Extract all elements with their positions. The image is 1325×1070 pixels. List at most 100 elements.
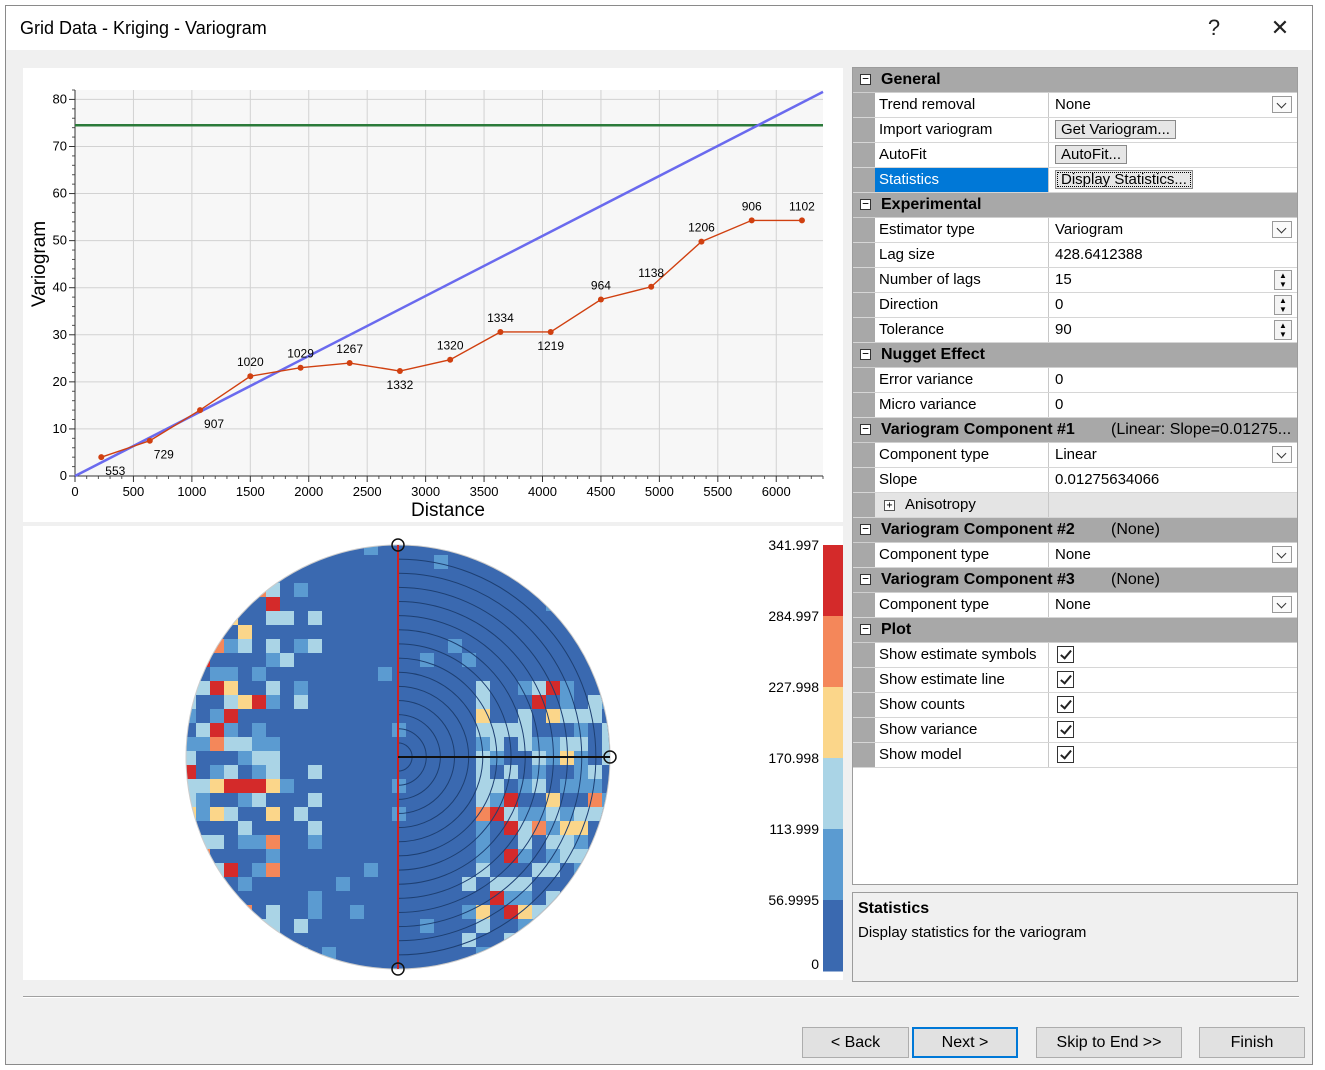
map-cell <box>392 723 407 738</box>
colorbar-label: 341.997 <box>768 537 819 553</box>
spinner-icon[interactable]: ▲ ▼ <box>1274 320 1292 340</box>
map-cell <box>518 933 533 948</box>
expand-icon[interactable]: + <box>884 500 895 511</box>
prop-show-counts[interactable]: Show counts <box>853 693 1297 718</box>
chevron-down-icon[interactable] <box>1272 546 1292 563</box>
prop-anisotropy[interactable]: + Anisotropy <box>853 493 1297 518</box>
collapse-icon[interactable]: − <box>860 623 871 635</box>
next-button[interactable]: Next > <box>912 1027 1018 1058</box>
category-nugget-effect[interactable]: − Nugget Effect <box>853 343 1297 368</box>
map-cell <box>252 667 267 682</box>
map-cell <box>322 555 337 570</box>
estimate-point <box>396 368 403 375</box>
prop-number-of-lags[interactable]: Number of lags 15 ▲ ▼ <box>853 268 1297 293</box>
prop-show-model[interactable]: Show model <box>853 743 1297 768</box>
estimator-type-select[interactable]: Variogram <box>1050 218 1296 242</box>
map-cell <box>406 863 421 878</box>
map-cell <box>560 625 575 640</box>
count-label: 1029 <box>287 347 314 361</box>
prop-error-variance[interactable]: Error variance 0 <box>853 368 1297 393</box>
map-cell <box>322 667 337 682</box>
finish-button[interactable]: Finish <box>1199 1027 1305 1058</box>
trend-removal-select[interactable]: None <box>1050 93 1296 117</box>
map-cell <box>364 835 379 850</box>
prop-statistics[interactable]: Statistics Display Statistics... <box>853 168 1297 193</box>
prop-show-estimate-symbols[interactable]: Show estimate symbols <box>853 643 1297 668</box>
show-model-checkbox[interactable] <box>1057 746 1074 763</box>
collapse-icon[interactable]: − <box>860 73 871 85</box>
collapse-icon[interactable]: − <box>860 198 871 210</box>
map-cell <box>476 681 491 696</box>
category-component-2[interactable]: − Variogram Component #2 (None) <box>853 518 1297 543</box>
map-cell <box>462 779 477 794</box>
chevron-down-icon[interactable] <box>1272 596 1292 613</box>
prop-tolerance[interactable]: Tolerance 90 ▲ ▼ <box>853 318 1297 343</box>
spinner-icon[interactable]: ▲ ▼ <box>1274 295 1292 315</box>
category-plot[interactable]: − Plot <box>853 618 1297 643</box>
count-label: 1219 <box>537 339 564 353</box>
map-cell <box>392 765 407 780</box>
prop-slope[interactable]: Slope 0.01275634066 <box>853 468 1297 493</box>
collapse-icon[interactable]: − <box>860 423 871 435</box>
prop-component3-type[interactable]: Component type None <box>853 593 1297 618</box>
collapse-icon[interactable]: − <box>860 573 871 585</box>
prop-autofit[interactable]: AutoFit AutoFit... <box>853 143 1297 168</box>
prop-direction[interactable]: Direction 0 ▲ ▼ <box>853 293 1297 318</box>
micro-variance-field[interactable]: 0 <box>1055 396 1064 413</box>
map-cell <box>532 779 547 794</box>
prop-estimator-type[interactable]: Estimator type Variogram <box>853 218 1297 243</box>
spinner-icon[interactable]: ▲ ▼ <box>1274 270 1292 290</box>
chevron-down-icon[interactable] <box>1272 446 1292 463</box>
show-variance-checkbox[interactable] <box>1057 721 1074 738</box>
chevron-down-icon[interactable] <box>1272 96 1292 113</box>
map-cell <box>378 569 393 584</box>
tolerance-field[interactable]: 90 ▲ ▼ <box>1050 318 1296 342</box>
get-variogram-button[interactable]: Get Variogram... <box>1055 120 1176 139</box>
map-cell <box>518 737 533 752</box>
display-statistics-button[interactable]: Display Statistics... <box>1055 170 1193 189</box>
axis-handle-right[interactable] <box>603 750 617 764</box>
show-estimate-symbols-checkbox[interactable] <box>1057 646 1074 663</box>
close-button[interactable]: ✕ <box>1270 15 1290 40</box>
prop-micro-variance[interactable]: Micro variance 0 <box>853 393 1297 418</box>
back-button[interactable]: < Back <box>802 1027 909 1058</box>
map-cell <box>280 793 295 808</box>
chevron-down-icon[interactable] <box>1272 221 1292 238</box>
help-button[interactable]: ? <box>1207 15 1221 40</box>
map-cell <box>420 835 435 850</box>
map-cell <box>252 751 267 766</box>
category-component-3[interactable]: − Variogram Component #3 (None) <box>853 568 1297 593</box>
autofit-button[interactable]: AutoFit... <box>1055 145 1128 164</box>
variogram-map[interactable]: 341.997 284.997 227.998 170.998 113.999 56.99… <box>23 526 843 980</box>
map-cell <box>476 807 491 822</box>
collapse-icon[interactable]: − <box>860 523 871 535</box>
direction-field[interactable]: 0 ▲ ▼ <box>1050 293 1296 317</box>
category-experimental[interactable]: − Experimental <box>853 193 1297 218</box>
map-cell <box>518 695 533 710</box>
prop-lag-size[interactable]: Lag size 428.6412388 <box>853 243 1297 268</box>
collapse-icon[interactable]: − <box>860 348 871 360</box>
prop-trend-removal[interactable]: Trend removal None <box>853 93 1297 118</box>
skip-to-end-button[interactable]: Skip to End >> <box>1036 1027 1182 1058</box>
lag-size-field[interactable]: 428.6412388 <box>1055 246 1143 263</box>
axis-handle-bottom[interactable] <box>391 962 405 976</box>
component3-type-select[interactable]: None <box>1050 593 1296 617</box>
map-cell <box>476 905 491 920</box>
component1-type-select[interactable]: Linear <box>1050 443 1296 467</box>
prop-import-variogram[interactable]: Import variogram Get Variogram... <box>853 118 1297 143</box>
count-label: 1332 <box>387 378 414 392</box>
show-estimate-line-checkbox[interactable] <box>1057 671 1074 688</box>
category-component-1[interactable]: − Variogram Component #1 (Linear: Slope=0.… <box>853 418 1297 443</box>
show-counts-checkbox[interactable] <box>1057 696 1074 713</box>
variogram-chart[interactable]: 0 500 1000 1500 2000 2500 3000 3500 4000 4500 5000… <box>23 68 843 522</box>
prop-show-variance[interactable]: Show variance <box>853 718 1297 743</box>
prop-show-estimate-line[interactable]: Show estimate line <box>853 668 1297 693</box>
category-general[interactable]: − General <box>853 68 1297 93</box>
number-of-lags-field[interactable]: 15 ▲ ▼ <box>1050 268 1296 292</box>
prop-component2-type[interactable]: Component type None <box>853 543 1297 568</box>
prop-component1-type[interactable]: Component type Linear <box>853 443 1297 468</box>
error-variance-field[interactable]: 0 <box>1055 371 1064 388</box>
slope-field[interactable]: 0.01275634066 <box>1055 471 1160 488</box>
axis-handle-top[interactable] <box>391 538 405 552</box>
component2-type-select[interactable]: None <box>1050 543 1296 567</box>
